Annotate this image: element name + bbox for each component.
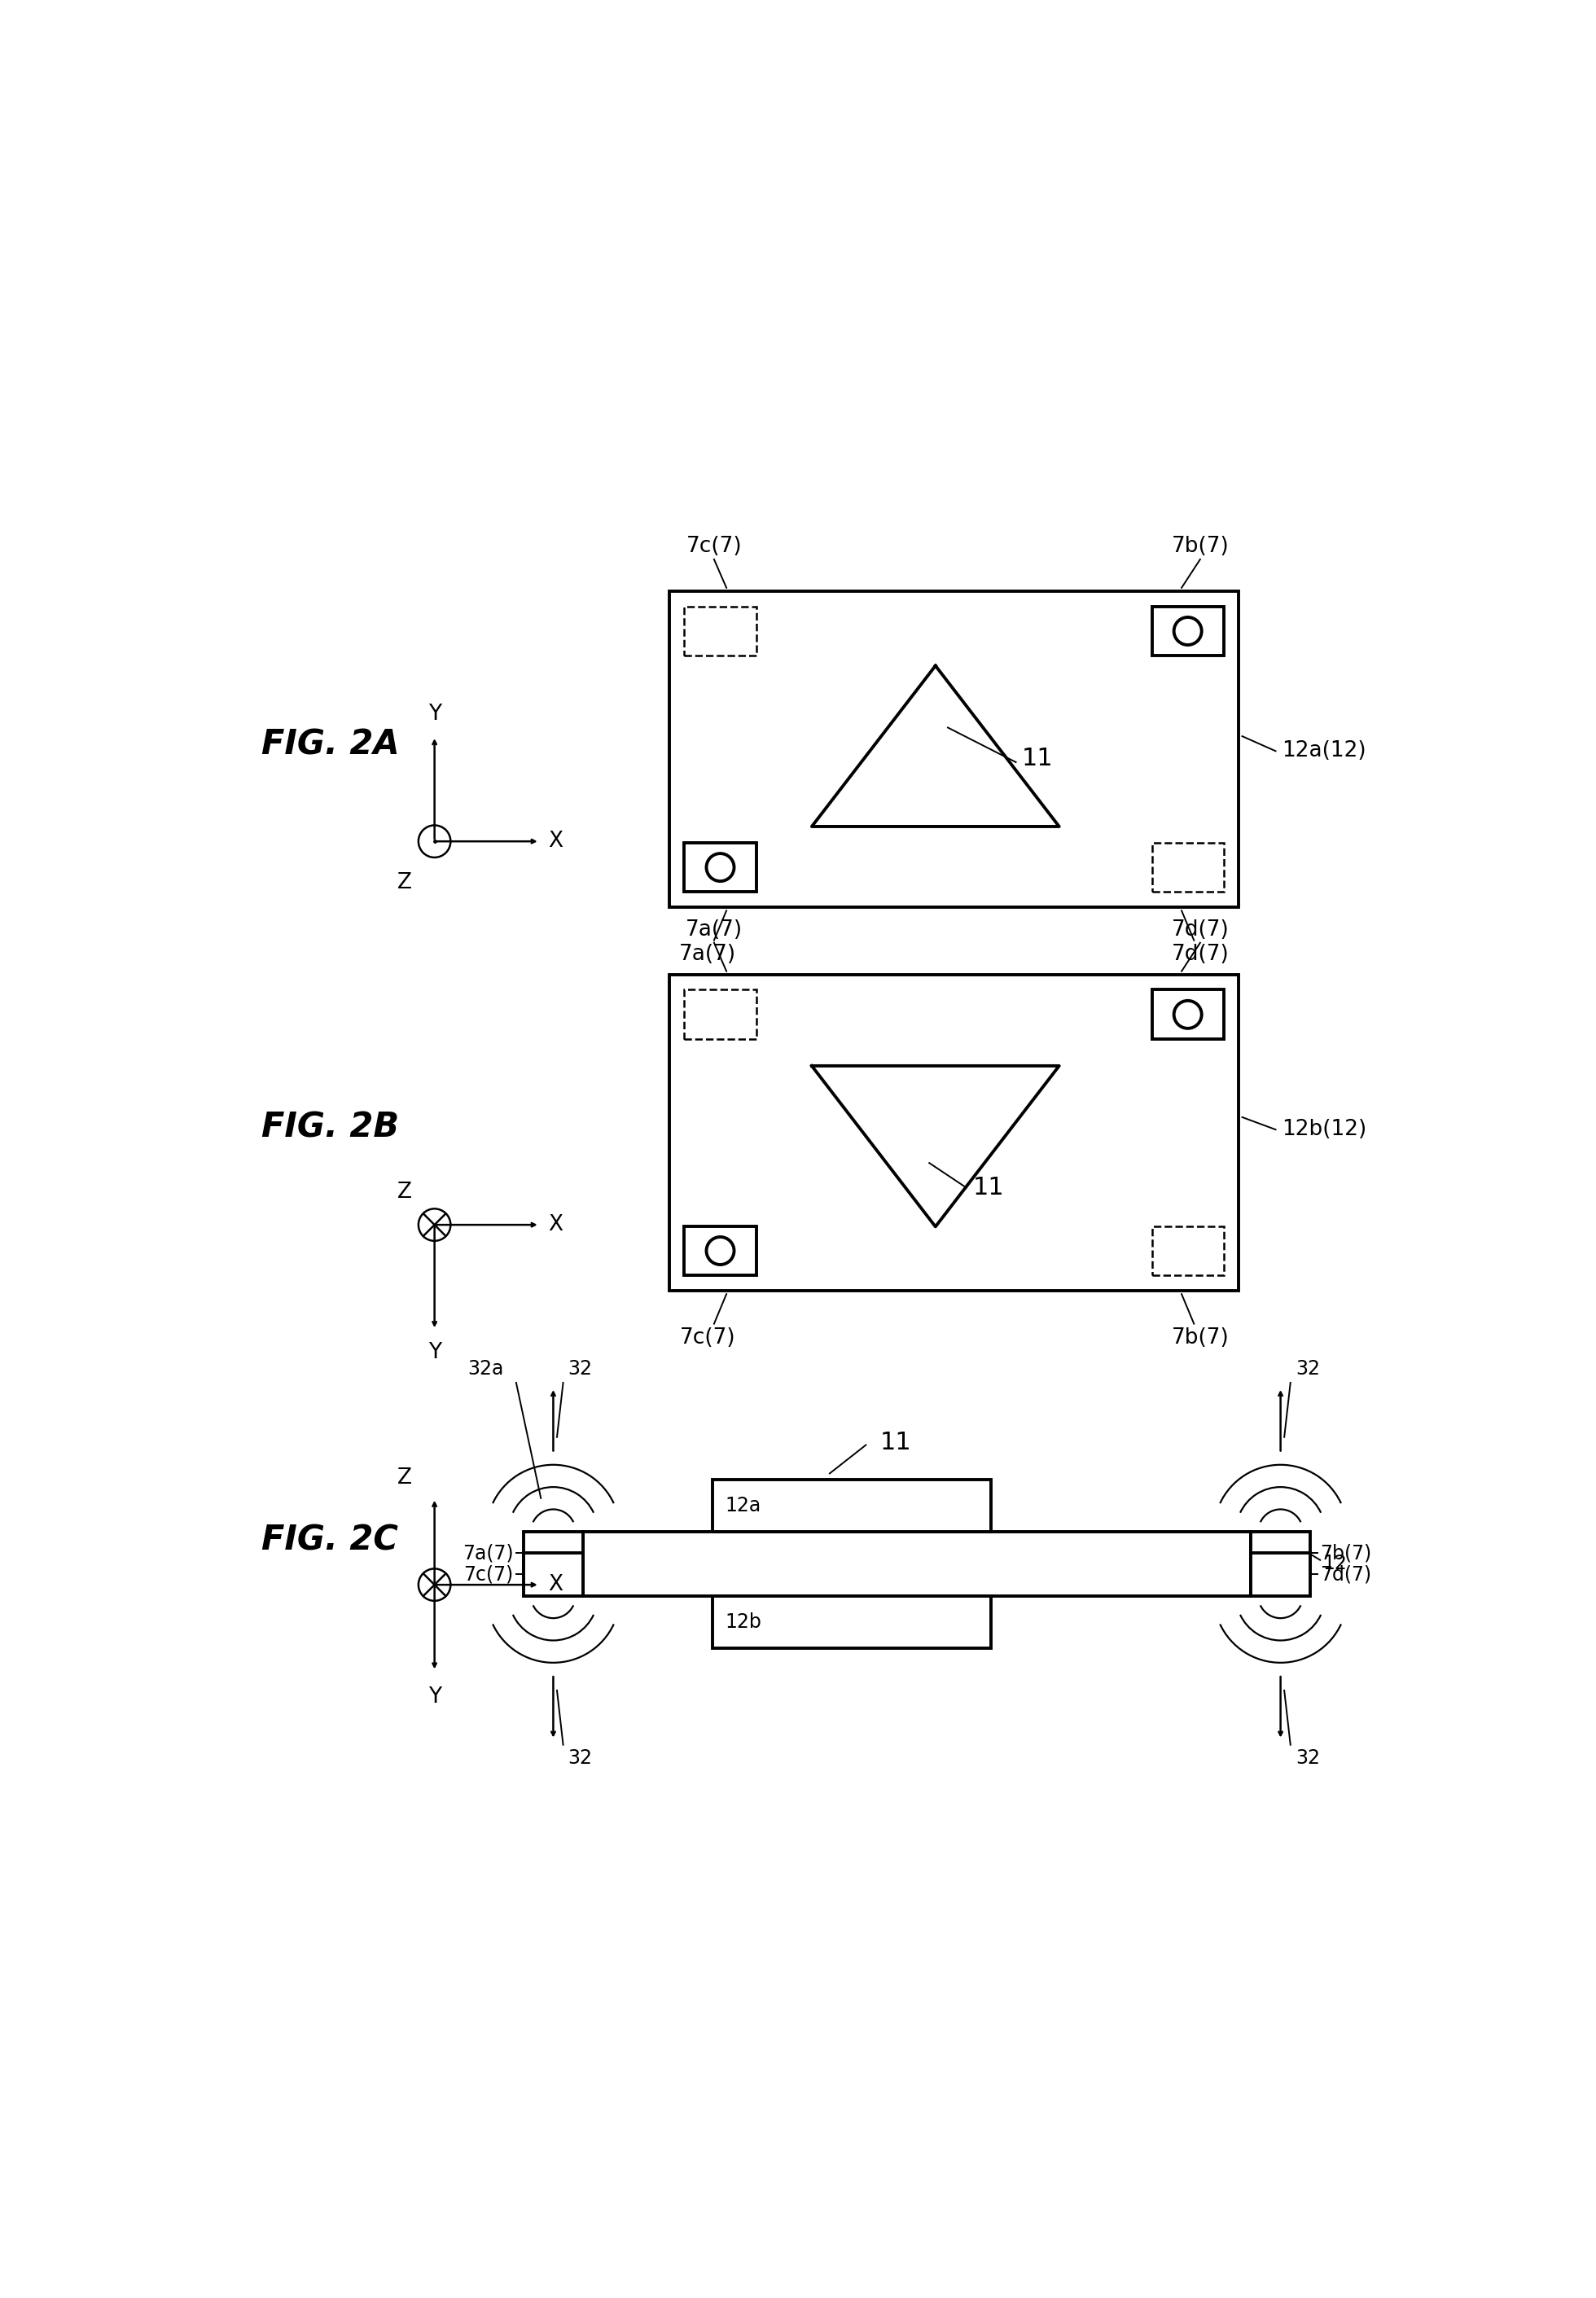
Text: 7d(7): 7d(7) bbox=[1171, 944, 1229, 965]
Text: 12b(12): 12b(12) bbox=[1282, 1119, 1366, 1140]
Bar bbox=[670, 974, 1238, 1291]
Bar bbox=[1152, 843, 1224, 892]
Circle shape bbox=[418, 825, 450, 857]
Bar bbox=[1152, 607, 1224, 655]
Bar bbox=[713, 1480, 991, 1530]
Text: Y: Y bbox=[428, 703, 440, 726]
Circle shape bbox=[707, 853, 734, 880]
Text: X: X bbox=[549, 1574, 563, 1595]
Text: 12b: 12b bbox=[725, 1613, 761, 1632]
Bar bbox=[685, 607, 757, 655]
Bar bbox=[685, 843, 757, 892]
Text: FIG. 2C: FIG. 2C bbox=[262, 1524, 397, 1558]
Bar bbox=[1152, 1227, 1224, 1275]
Text: 32: 32 bbox=[568, 1749, 592, 1767]
Text: 32: 32 bbox=[1296, 1360, 1320, 1379]
Bar bbox=[523, 1553, 583, 1595]
Text: 12: 12 bbox=[1323, 1553, 1347, 1574]
Text: 7a(7): 7a(7) bbox=[686, 919, 742, 940]
Text: X: X bbox=[549, 1213, 563, 1236]
Text: X: X bbox=[549, 832, 563, 853]
Text: 7b(7): 7b(7) bbox=[1320, 1544, 1371, 1563]
Text: 7c(7): 7c(7) bbox=[686, 535, 742, 556]
Text: Z: Z bbox=[397, 1466, 412, 1489]
Text: 7c(7): 7c(7) bbox=[680, 1328, 736, 1349]
Text: FIG. 2B: FIG. 2B bbox=[262, 1110, 399, 1144]
Text: 32a: 32a bbox=[468, 1360, 504, 1379]
Text: 7b(7): 7b(7) bbox=[1171, 1328, 1229, 1349]
Circle shape bbox=[1175, 1000, 1202, 1030]
Circle shape bbox=[707, 1236, 734, 1264]
Text: 11: 11 bbox=[1021, 747, 1053, 770]
Text: FIG. 2A: FIG. 2A bbox=[262, 728, 399, 763]
Bar bbox=[670, 591, 1238, 908]
Text: Z: Z bbox=[397, 1181, 412, 1202]
Bar bbox=[523, 1530, 583, 1574]
Text: 7d(7): 7d(7) bbox=[1171, 919, 1229, 940]
Bar bbox=[685, 1227, 757, 1275]
Bar bbox=[1251, 1530, 1310, 1574]
Text: Z: Z bbox=[397, 873, 412, 894]
Text: Y: Y bbox=[428, 1687, 440, 1707]
Circle shape bbox=[418, 1570, 450, 1602]
Text: 7a(7): 7a(7) bbox=[463, 1544, 514, 1563]
Text: 12a(12): 12a(12) bbox=[1282, 740, 1366, 761]
Text: 7a(7): 7a(7) bbox=[680, 944, 736, 965]
Bar bbox=[1152, 990, 1224, 1039]
Bar bbox=[685, 990, 757, 1039]
Text: 32: 32 bbox=[1296, 1749, 1320, 1767]
Text: 11: 11 bbox=[972, 1177, 1004, 1200]
Text: 7c(7): 7c(7) bbox=[464, 1565, 514, 1583]
Text: 7d(7): 7d(7) bbox=[1320, 1565, 1371, 1583]
Text: 7b(7): 7b(7) bbox=[1171, 535, 1229, 556]
Bar bbox=[713, 1595, 991, 1648]
Bar bbox=[583, 1530, 1251, 1595]
Text: Y: Y bbox=[428, 1342, 440, 1363]
Text: 12a: 12a bbox=[725, 1496, 761, 1514]
Text: 11: 11 bbox=[879, 1432, 911, 1455]
Bar bbox=[1251, 1553, 1310, 1595]
Circle shape bbox=[418, 1209, 450, 1241]
Text: 32: 32 bbox=[568, 1360, 592, 1379]
Circle shape bbox=[1175, 618, 1202, 646]
